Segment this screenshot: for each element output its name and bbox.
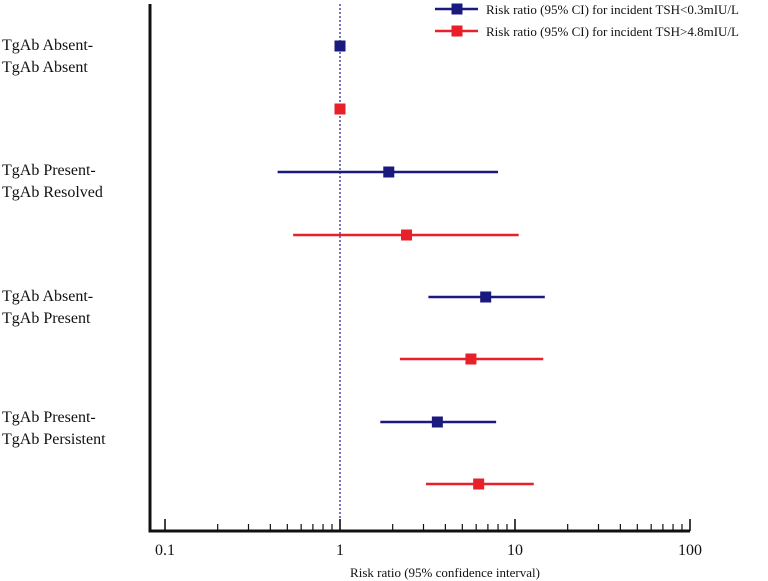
x-axis-ticks [164, 519, 691, 531]
legend-label-series1: Risk ratio (95% CI) for incident TSH<0.3… [486, 2, 739, 17]
group-label-line1: TgAb Absent- [2, 288, 93, 305]
point-marker-series2-group4 [473, 478, 485, 490]
legend-marker-series2 [451, 25, 463, 37]
group-label-line2: TgAb Absent [2, 59, 88, 76]
tick-label: 10 [507, 542, 523, 559]
point-marker-series1-group4 [431, 416, 443, 428]
group-label-line1: TgAb Present- [2, 409, 96, 426]
point-marker-series2-group1 [334, 103, 346, 115]
group-label-line2: TgAb Resolved [2, 184, 103, 201]
tick-label: 100 [678, 542, 702, 559]
tick-label: 0.1 [155, 542, 175, 559]
data-marks [277, 40, 545, 490]
group-label-line2: TgAb Persistent [2, 431, 106, 448]
group-label-line1: TgAb Present- [2, 162, 96, 179]
point-marker-series1-group2 [383, 166, 395, 178]
group-label-line2: TgAb Present [2, 310, 91, 327]
point-marker-series2-group3 [465, 353, 477, 365]
point-marker-series1-group1 [334, 40, 346, 52]
tick-label: 1 [336, 542, 344, 559]
legend-label-series2: Risk ratio (95% CI) for incident TSH>4.8… [486, 24, 739, 39]
point-marker-series2-group2 [401, 229, 413, 241]
group-labels: TgAb Absent- TgAb Absent TgAb Present- TgAb… [2, 37, 106, 448]
legend-marker-series1 [451, 3, 463, 15]
point-marker-series1-group3 [480, 291, 492, 303]
legend: Risk ratio (95% CI) for incident TSH<0.3… [435, 2, 739, 39]
x-axis-label: Risk ratio (95% confidence interval) [350, 565, 540, 580]
group-label-line1: TgAb Absent- [2, 37, 93, 54]
x-axis-tick-labels: 0.1 1 10 100 [155, 542, 702, 559]
